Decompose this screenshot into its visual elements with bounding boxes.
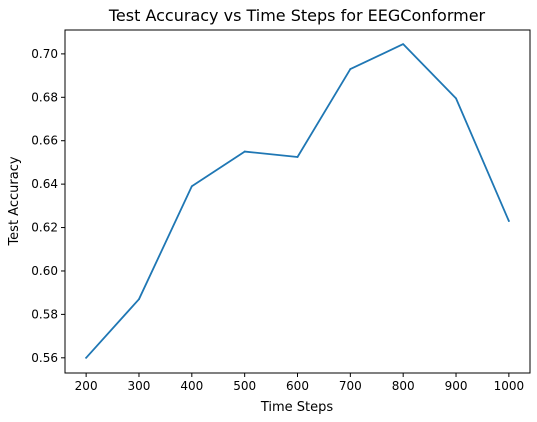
y-tick-label: 0.70 (31, 47, 58, 61)
x-tick-label: 900 (445, 379, 468, 393)
x-axis-label: Time Steps (260, 400, 334, 415)
data-point (349, 68, 352, 70)
data-point (402, 43, 405, 46)
x-tick-label: 200 (75, 379, 98, 393)
x-tick-label: 600 (286, 379, 309, 393)
data-point (138, 298, 140, 301)
data-point (190, 185, 193, 188)
y-tick-label: 0.60 (31, 264, 58, 278)
y-axis-label: Test Accuracy (7, 156, 22, 246)
data-point (507, 220, 510, 222)
x-tick-label: 1000 (494, 379, 525, 393)
x-tick-label: 500 (233, 379, 256, 393)
y-tick-label: 0.62 (31, 221, 58, 235)
y-tick-label: 0.64 (31, 177, 58, 191)
data-point (296, 156, 299, 158)
data-point (455, 97, 457, 100)
x-tick-label: 700 (339, 379, 362, 393)
data-point (85, 356, 88, 359)
plot-area-frame (64, 29, 531, 374)
series-layer (85, 43, 510, 359)
y-tick-label: 0.66 (31, 134, 58, 148)
y-tick-label: 0.58 (31, 307, 58, 321)
ticks-layer: 200 300 400 500 600 700 800 900 1000 0.56 0.58 0.60… (31, 47, 524, 393)
chart-title: Test Accuracy vs Time Steps for EEGConfo… (108, 6, 486, 25)
y-tick-label: 0.56 (31, 351, 58, 365)
x-tick-label: 400 (180, 379, 203, 393)
x-tick-label: 300 (128, 379, 151, 393)
data-point (243, 150, 246, 153)
y-tick-label: 0.68 (31, 90, 58, 104)
x-tick-label: 800 (392, 379, 415, 393)
